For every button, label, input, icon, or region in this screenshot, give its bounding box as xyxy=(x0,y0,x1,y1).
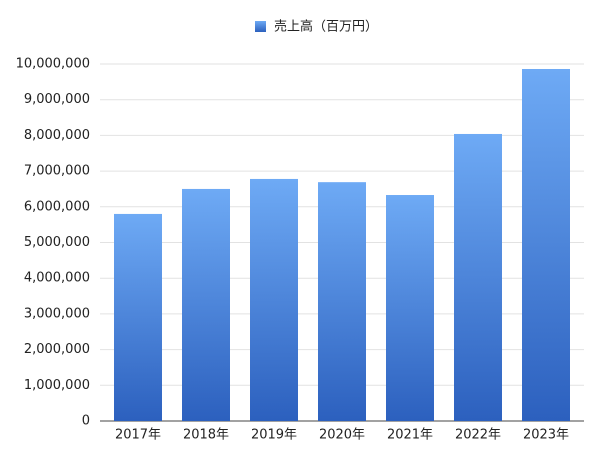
y-tick-label: 9,000,000 xyxy=(24,92,90,107)
x-tick-label: 2021年 xyxy=(387,428,433,443)
legend-swatch xyxy=(255,21,266,32)
x-tick-label: 2018年 xyxy=(183,428,229,443)
y-tick-label: 4,000,000 xyxy=(24,271,90,286)
y-tick-label: 7,000,000 xyxy=(24,164,90,179)
bar xyxy=(386,195,434,421)
x-tick-label: 2017年 xyxy=(115,428,161,443)
x-tick-label: 2019年 xyxy=(251,428,297,443)
legend-label: 売上高（百万円） xyxy=(274,19,378,35)
bar xyxy=(522,68,570,422)
bar xyxy=(182,188,230,421)
x-tick-label: 2022年 xyxy=(455,428,501,443)
y-tick-label: 2,000,000 xyxy=(24,342,90,357)
y-tick-label: 3,000,000 xyxy=(24,306,90,321)
x-tick-label: 2023年 xyxy=(523,428,569,443)
x-tick-label: 2020年 xyxy=(319,428,365,443)
y-tick-label: 0 xyxy=(82,414,90,429)
y-tick-label: 5,000,000 xyxy=(24,235,90,250)
bar xyxy=(114,213,162,421)
y-tick-label: 1,000,000 xyxy=(24,378,90,393)
bar xyxy=(250,178,298,421)
bar xyxy=(454,133,502,422)
y-tick-label: 8,000,000 xyxy=(24,128,90,143)
bar xyxy=(318,182,366,421)
y-tick-label: 10,000,000 xyxy=(16,57,90,72)
y-tick-label: 6,000,000 xyxy=(24,199,90,214)
